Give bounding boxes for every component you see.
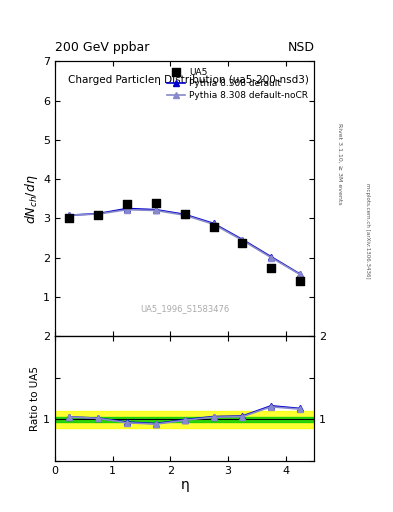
Pythia 8.308 default-noCR <box>96 211 101 217</box>
UA5 <box>124 200 130 208</box>
Legend: UA5, Pythia 8.308 default, Pythia 8.308 default-noCR: UA5, Pythia 8.308 default, Pythia 8.308 … <box>163 64 312 104</box>
Pythia 8.308 default <box>211 220 216 226</box>
X-axis label: η: η <box>180 478 189 493</box>
Y-axis label: Ratio to UA5: Ratio to UA5 <box>30 366 40 431</box>
UA5 <box>268 264 274 272</box>
Text: 200 GeV ppbar: 200 GeV ppbar <box>55 41 149 54</box>
Pythia 8.308 default-noCR <box>240 237 245 243</box>
Pythia 8.308 default-noCR <box>67 212 72 218</box>
Pythia 8.308 default-noCR <box>269 254 274 261</box>
Text: Charged Particleη Distribution (ua5-200-nsd3): Charged Particleη Distribution (ua5-200-… <box>68 75 309 85</box>
Pythia 8.308 default-noCR <box>182 212 187 218</box>
Text: mcplots.cern.ch [arXiv:1306.3436]: mcplots.cern.ch [arXiv:1306.3436] <box>365 183 370 278</box>
Pythia 8.308 default-noCR <box>298 271 302 278</box>
Y-axis label: $dN_{ch}/d\eta$: $dN_{ch}/d\eta$ <box>23 174 40 224</box>
Pythia 8.308 default-noCR <box>154 207 158 214</box>
UA5 <box>66 214 73 222</box>
Text: UA5_1996_S1583476: UA5_1996_S1583476 <box>140 304 230 313</box>
Pythia 8.308 default <box>269 254 274 260</box>
Pythia 8.308 default-noCR <box>211 221 216 227</box>
Pythia 8.308 default <box>67 212 72 218</box>
Pythia 8.308 default-noCR <box>125 207 129 213</box>
UA5 <box>153 199 159 207</box>
UA5 <box>182 209 188 218</box>
Line: Pythia 8.308 default: Pythia 8.308 default <box>66 205 303 278</box>
UA5 <box>297 277 303 285</box>
Pythia 8.308 default <box>154 207 158 213</box>
Pythia 8.308 default <box>240 237 245 243</box>
Line: Pythia 8.308 default-noCR: Pythia 8.308 default-noCR <box>66 206 303 278</box>
UA5 <box>239 239 246 247</box>
Bar <box>55 411 314 428</box>
Pythia 8.308 default <box>182 211 187 218</box>
Pythia 8.308 default <box>125 205 129 211</box>
Bar <box>55 417 314 422</box>
Pythia 8.308 default <box>298 271 302 277</box>
UA5 <box>210 223 217 231</box>
Pythia 8.308 default <box>96 210 101 217</box>
Text: NSD: NSD <box>287 41 314 54</box>
UA5 <box>95 211 101 219</box>
Text: Rivet 3.1.10, ≥ 3M events: Rivet 3.1.10, ≥ 3M events <box>338 123 342 205</box>
